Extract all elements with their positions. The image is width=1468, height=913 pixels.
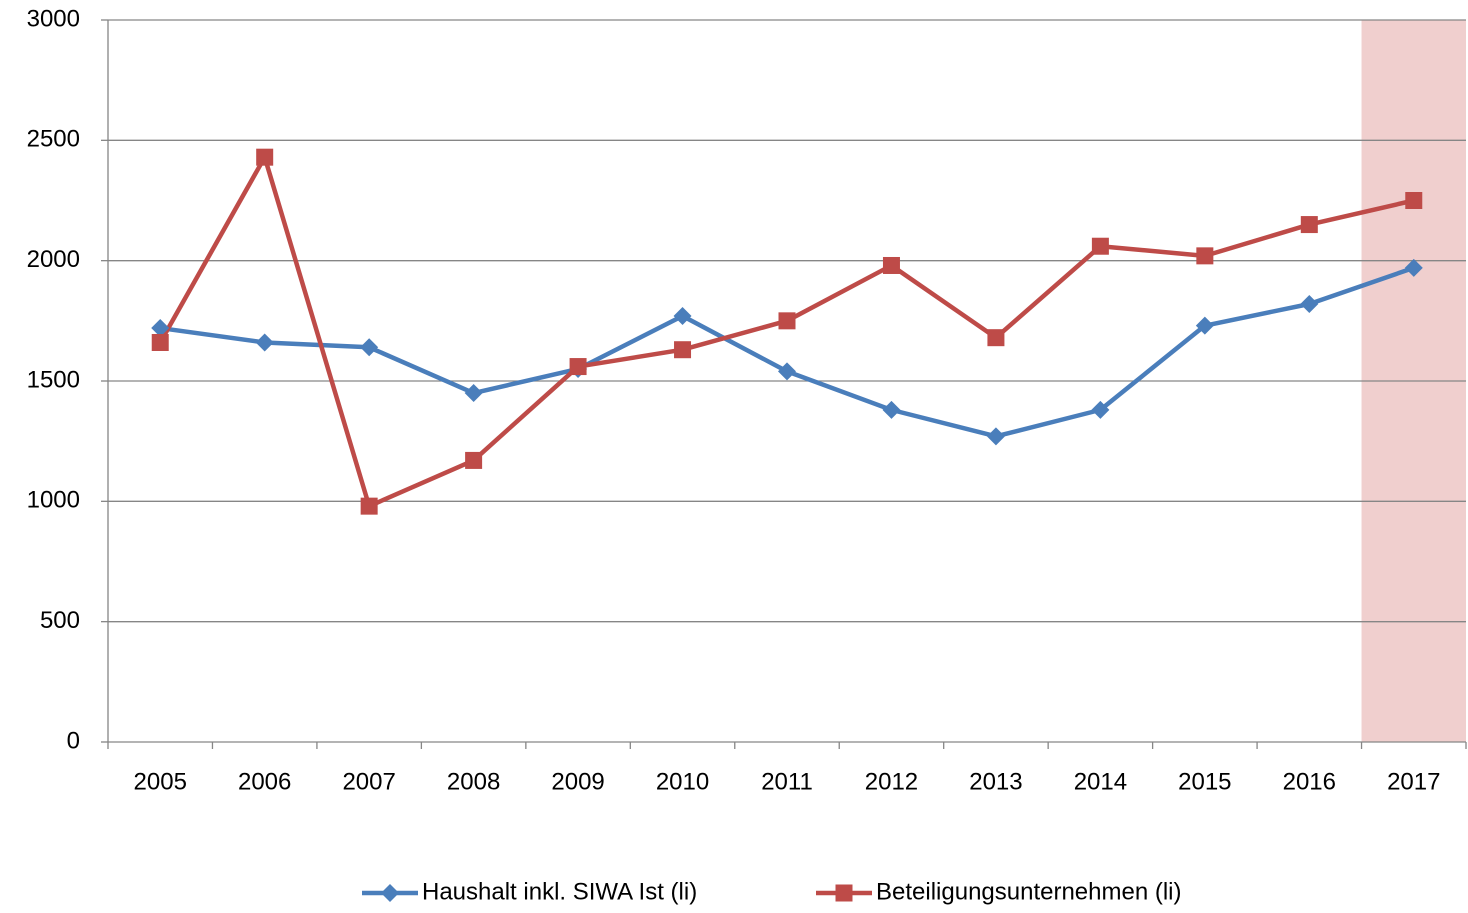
y-tick-label: 2000 xyxy=(27,246,80,273)
legend-marker xyxy=(381,884,399,902)
x-tick-label: 2014 xyxy=(1074,768,1127,795)
y-tick-label: 1500 xyxy=(27,366,80,393)
data-point xyxy=(256,148,274,166)
data-point xyxy=(465,451,483,469)
x-tick-label: 2010 xyxy=(656,768,709,795)
data-point xyxy=(255,333,274,352)
data-point xyxy=(1195,316,1214,335)
x-tick-label: 2013 xyxy=(969,768,1022,795)
x-tick-label: 2007 xyxy=(342,768,395,795)
data-point xyxy=(151,319,170,338)
data-point xyxy=(778,362,796,381)
x-tick-label: 2006 xyxy=(238,768,291,795)
y-tick-label: 500 xyxy=(40,607,80,634)
data-point xyxy=(360,497,378,515)
series-line xyxy=(159,265,1415,439)
x-tick-label: 2011 xyxy=(761,768,813,795)
x-tick-label: 2009 xyxy=(551,768,604,795)
data-point xyxy=(569,358,587,376)
data-point xyxy=(882,400,901,419)
data-point xyxy=(1300,216,1318,234)
y-tick-label: 2500 xyxy=(27,126,80,153)
x-tick-label: 2016 xyxy=(1283,768,1336,795)
data-point xyxy=(674,341,692,359)
x-tick-label: 2015 xyxy=(1178,768,1231,795)
x-tick-label: 2008 xyxy=(447,768,500,795)
data-point xyxy=(986,427,1005,446)
y-tick-label: 3000 xyxy=(27,5,80,32)
data-point xyxy=(987,329,1005,347)
x-tick-label: 2017 xyxy=(1387,768,1440,795)
data-point xyxy=(673,307,692,326)
data-point xyxy=(1091,400,1110,419)
data-point xyxy=(778,312,796,330)
data-point xyxy=(1196,247,1214,265)
legend-label: Beteiligungsunternehmen (li) xyxy=(876,878,1182,905)
data-point xyxy=(1300,294,1319,313)
data-point xyxy=(464,384,483,403)
data-point xyxy=(360,338,379,357)
series-line xyxy=(158,154,1415,509)
data-point xyxy=(1404,258,1423,277)
data-point xyxy=(1091,237,1109,255)
data-point xyxy=(151,333,169,351)
x-tick-label: 2012 xyxy=(865,768,918,795)
x-tick-label: 2005 xyxy=(134,768,187,795)
data-point xyxy=(1405,192,1423,209)
y-tick-label: 0 xyxy=(67,727,80,754)
y-tick-label: 1000 xyxy=(27,487,80,514)
legend-marker xyxy=(835,884,853,902)
legend-label: Haushalt inkl. SIWA Ist (li) xyxy=(422,878,697,905)
data-point xyxy=(882,256,900,274)
